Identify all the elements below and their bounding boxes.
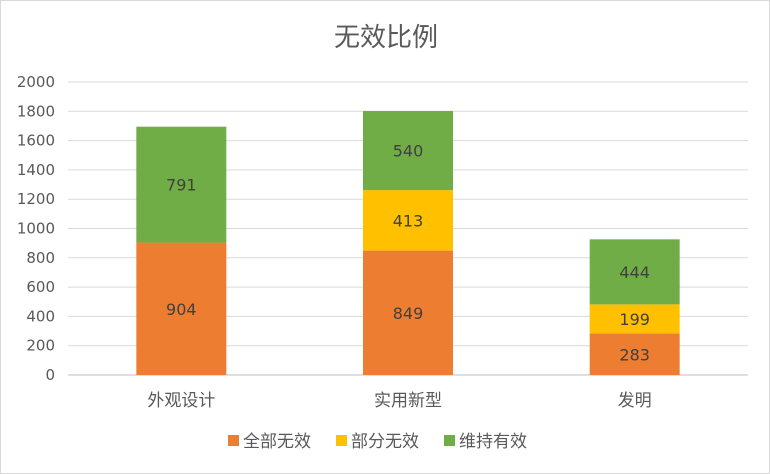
y-tick-label: 1200 (17, 190, 55, 208)
chart-title: 无效比例 (334, 23, 438, 53)
data-label: 444 (619, 263, 650, 282)
data-label: 904 (166, 300, 197, 319)
data-label: 413 (393, 211, 424, 230)
data-label: 540 (393, 142, 424, 161)
y-tick-label: 2000 (17, 73, 55, 91)
x-axis-categories: 外观设计 实用新型 发明 (147, 391, 651, 411)
data-label: 849 (393, 304, 424, 323)
bar-segment (136, 126, 227, 243)
data-label: 283 (619, 345, 650, 364)
legend-item: 维持有效 (444, 432, 527, 452)
data-label: 199 (619, 310, 650, 329)
y-tick-label: 0 (45, 366, 55, 384)
legend-label: 维持有效 (459, 432, 527, 452)
legend-label: 全部无效 (243, 432, 311, 452)
legend-item: 部分无效 (336, 432, 419, 452)
y-tick-label: 1400 (17, 161, 55, 179)
legend-swatch (444, 435, 455, 446)
bar-segment (363, 111, 453, 191)
legend-item: 全部无效 (228, 432, 311, 452)
bar-segment (136, 242, 227, 375)
x-category-label: 外观设计 (147, 391, 215, 411)
legend-label: 部分无效 (351, 432, 419, 452)
y-tick-label: 1600 (17, 132, 55, 150)
x-category-label: 发明 (618, 391, 652, 411)
y-axis-ticks: 0 200 400 600 800 1000 1200 1400 1600 1800 2000 (17, 73, 55, 384)
y-tick-label: 400 (26, 307, 55, 325)
bar-segment (589, 304, 680, 334)
legend: 全部无效 部分无效 维持有效 (228, 432, 527, 452)
x-category-label: 实用新型 (374, 391, 442, 411)
bar-segment (363, 250, 453, 375)
data-label: 791 (166, 176, 197, 195)
y-tick-label: 1800 (17, 102, 55, 120)
bars (136, 111, 680, 375)
y-tick-label: 600 (26, 278, 55, 296)
bar-segment (589, 333, 680, 375)
data-labels: 904 791 849 413 540 283 199 444 (166, 142, 650, 365)
y-tick-label: 200 (26, 337, 55, 355)
legend-swatch (336, 435, 347, 446)
legend-swatch (228, 435, 239, 446)
y-tick-label: 1000 (17, 220, 55, 238)
bar-segment (589, 239, 680, 305)
y-tick-label: 800 (26, 249, 55, 267)
bar-segment (363, 190, 453, 251)
